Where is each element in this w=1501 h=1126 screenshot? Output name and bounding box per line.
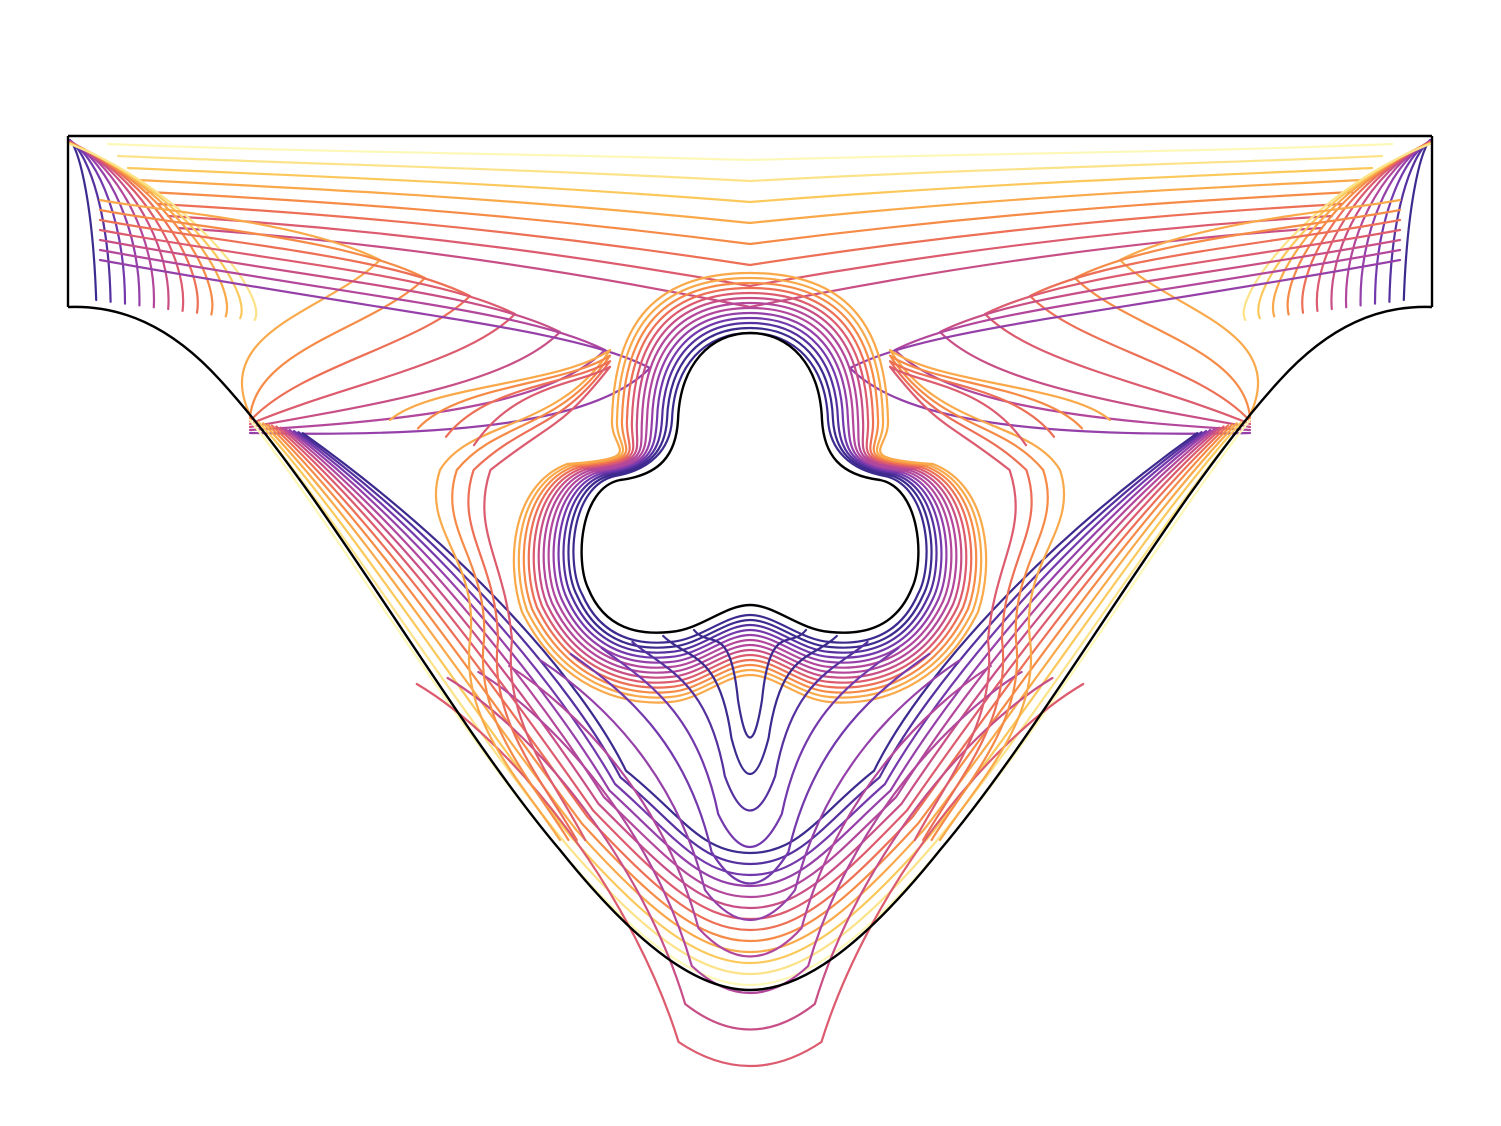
wall-contour	[253, 420, 1247, 976]
obstacle-contour	[537, 296, 963, 679]
right-lobe-contour	[938, 238, 1402, 429]
wake-contour	[477, 670, 1023, 994]
left-corner-contour	[68, 139, 112, 303]
top-contour	[116, 154, 1384, 183]
right-corner-contour	[1388, 139, 1432, 303]
right-mid-contour	[888, 354, 1084, 842]
wall-contour	[257, 421, 1243, 965]
left-lobe-contour	[98, 238, 562, 429]
top-contour	[126, 166, 1374, 204]
left-lobe-contour	[98, 248, 607, 432]
wall-contour	[279, 426, 1221, 910]
right-lobe-contour	[1028, 218, 1402, 423]
left-corner-contour	[68, 142, 258, 322]
wake-contour	[600, 646, 900, 848]
wake-contour	[538, 658, 962, 922]
right-lobe-contour	[983, 228, 1402, 426]
top-contour	[176, 226, 1324, 309]
obstacle-contour	[572, 331, 928, 644]
wake-contour	[692, 628, 808, 739]
wake-contour	[446, 676, 1054, 1031]
wall-contour	[292, 429, 1208, 877]
wall-contour	[262, 422, 1238, 954]
contour-lines	[68, 138, 1432, 1067]
obstacle-contour	[517, 276, 983, 699]
left-mid-contour	[416, 354, 612, 842]
bottom-wall	[67, 305, 1433, 992]
domain-boundaries	[66, 134, 1434, 992]
obstacle-contour	[527, 286, 973, 689]
top-contour	[106, 142, 1394, 162]
left-mid-contour	[472, 365, 612, 842]
wall-contour	[297, 431, 1203, 866]
right-mid-contour	[888, 360, 1056, 842]
obstacle-contour	[557, 316, 943, 659]
left-lobe-contour	[98, 218, 472, 423]
wake-contour	[662, 634, 838, 775]
wake-contour	[415, 682, 1085, 1067]
obstacle-contour	[552, 311, 948, 664]
wall-contour	[284, 427, 1216, 899]
obstacle-contour	[532, 291, 968, 684]
wake-contour	[508, 664, 992, 958]
top-contour	[136, 178, 1364, 225]
left-corner-contour	[68, 139, 127, 305]
right-mid-contour	[888, 348, 1112, 842]
left-lobe-contour	[98, 228, 517, 426]
left-lobe-contour	[98, 208, 427, 420]
obstacle-boundary	[580, 331, 920, 634]
wake-contour	[631, 640, 869, 812]
wall-contour	[266, 423, 1234, 943]
right-lobe-contour	[1073, 208, 1402, 420]
obstacle-contour	[547, 306, 953, 669]
right-lobe-contour	[893, 248, 1402, 432]
wall-contour	[248, 418, 1252, 987]
wall-contour	[288, 428, 1212, 888]
obstacle-contour	[512, 271, 988, 704]
top-contour	[156, 202, 1344, 267]
obstacle-contour	[562, 321, 938, 654]
top-contour	[166, 214, 1334, 288]
right-mid-contour	[888, 365, 1028, 842]
obstacle-contour	[542, 301, 958, 674]
right-corner-contour	[1373, 139, 1432, 305]
right-corner-contour	[1242, 142, 1432, 322]
wake-contour	[569, 652, 931, 885]
obstacle-contour	[522, 281, 978, 694]
wall-contour	[270, 424, 1230, 932]
wall-contour	[301, 432, 1199, 855]
wall-contour	[275, 425, 1225, 921]
obstacle-contour	[567, 326, 933, 649]
top-contour	[146, 190, 1354, 246]
left-mid-contour	[388, 348, 612, 842]
left-mid-contour	[444, 360, 612, 842]
